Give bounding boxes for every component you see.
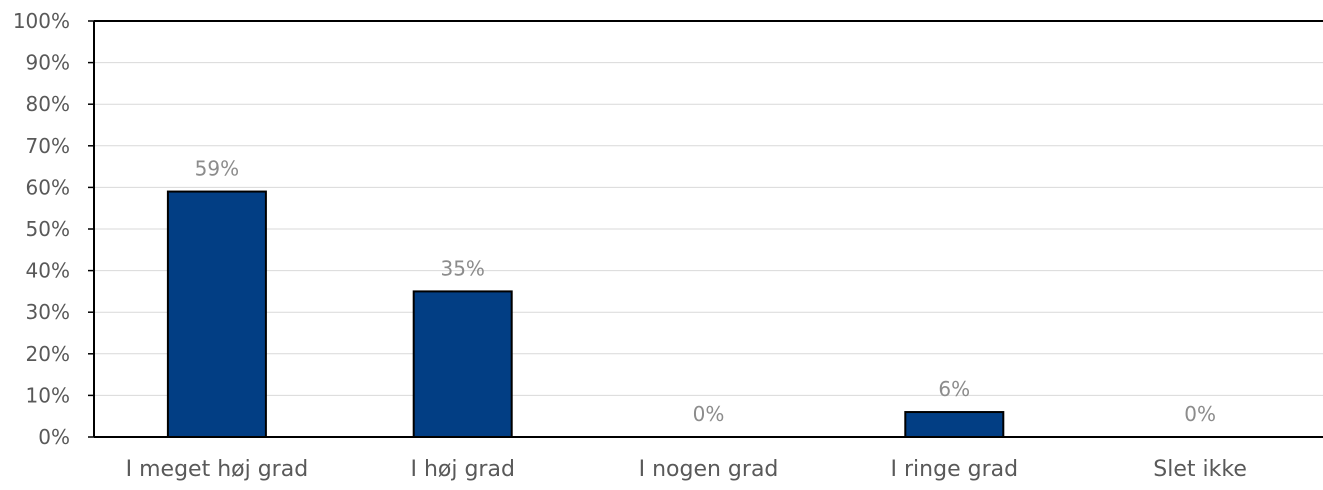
data-labels: 59% 35% 0% 6% 0% xyxy=(195,157,1216,426)
bars xyxy=(166,190,1005,439)
y-tick-label: 30% xyxy=(26,300,70,324)
y-tick-label: 0% xyxy=(38,425,70,449)
x-category-label: I ringe grad xyxy=(891,457,1019,482)
y-tick-label: 60% xyxy=(26,175,70,199)
y-tick-label: 80% xyxy=(26,92,70,116)
data-label: 35% xyxy=(440,256,484,280)
y-tick-label: 100% xyxy=(13,9,70,33)
y-tick-label: 90% xyxy=(26,51,70,75)
data-label: 0% xyxy=(1184,402,1216,426)
bar xyxy=(904,411,1005,439)
x-category-label: I nogen grad xyxy=(639,457,779,482)
data-label: 6% xyxy=(938,377,970,401)
x-category-label: I meget høj grad xyxy=(126,457,309,482)
x-axis-category-labels: I meget høj grad I høj grad I nogen grad I … xyxy=(126,457,1247,482)
gridlines xyxy=(94,20,1323,396)
data-label: 0% xyxy=(693,402,725,426)
y-axis-tick-labels: 0% 10% 20% 30% 40% 50% 60% 70% 80% 90% 100% xyxy=(13,9,70,449)
axes xyxy=(88,20,1323,438)
y-tick-label: 20% xyxy=(26,342,70,366)
data-label: 59% xyxy=(195,157,239,181)
y-tick-label: 50% xyxy=(26,217,70,241)
x-category-label: I høj grad xyxy=(410,457,514,482)
x-category-label: Slet ikke xyxy=(1153,457,1247,482)
y-tick-label: 70% xyxy=(26,134,70,158)
bar xyxy=(166,190,267,438)
bar xyxy=(412,290,513,438)
y-tick-label: 10% xyxy=(26,383,70,407)
y-tick-label: 40% xyxy=(26,259,70,283)
